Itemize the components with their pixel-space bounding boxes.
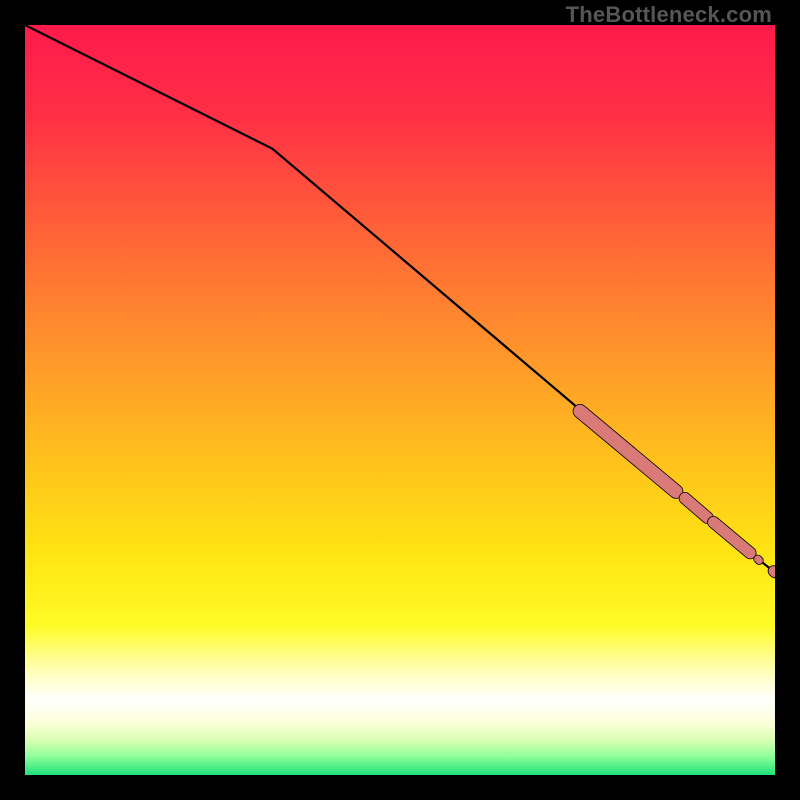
marker-pill (774, 571, 776, 573)
chart-svg (25, 25, 775, 775)
curve-path (25, 25, 775, 573)
marker-pill (580, 411, 676, 491)
marker-group (580, 411, 775, 572)
marker-pill (714, 522, 751, 553)
plot-area (25, 25, 775, 775)
attribution-text: TheBottleneck.com (566, 2, 772, 28)
marker-pill (685, 498, 708, 518)
marker-pill (758, 559, 760, 561)
